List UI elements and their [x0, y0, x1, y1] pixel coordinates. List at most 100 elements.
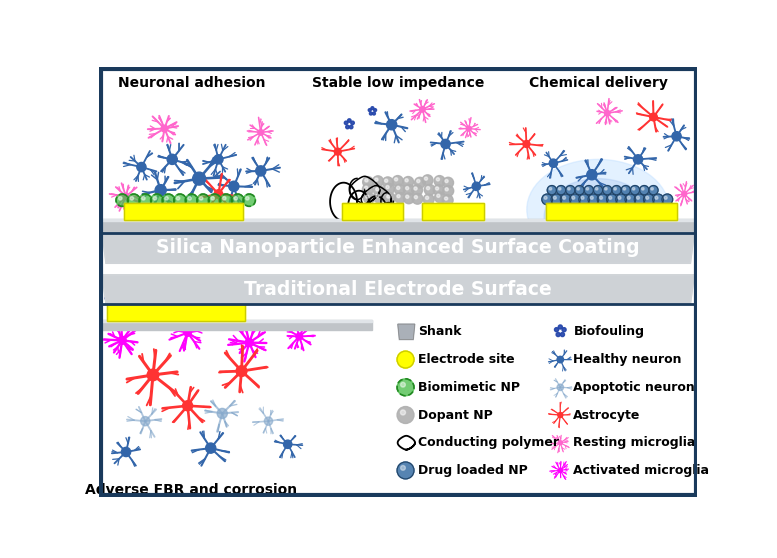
Circle shape — [633, 155, 643, 164]
Circle shape — [608, 196, 611, 199]
Circle shape — [466, 126, 471, 131]
Circle shape — [225, 297, 228, 300]
Text: Stable low impedance: Stable low impedance — [312, 76, 484, 90]
Circle shape — [434, 176, 445, 186]
Circle shape — [375, 178, 378, 181]
Circle shape — [630, 186, 639, 195]
Circle shape — [385, 179, 388, 182]
Circle shape — [386, 185, 389, 189]
Circle shape — [225, 300, 227, 302]
Circle shape — [371, 107, 374, 109]
Circle shape — [200, 196, 203, 200]
Circle shape — [424, 184, 435, 195]
Circle shape — [155, 297, 157, 300]
Circle shape — [241, 300, 243, 302]
Circle shape — [472, 182, 480, 190]
Circle shape — [400, 410, 406, 415]
Circle shape — [365, 324, 368, 326]
Ellipse shape — [527, 160, 669, 259]
Circle shape — [577, 187, 580, 190]
Circle shape — [664, 196, 667, 199]
Circle shape — [607, 194, 617, 205]
Text: Traditional Electrode Surface: Traditional Electrode Surface — [244, 280, 552, 299]
Circle shape — [141, 300, 144, 302]
Circle shape — [412, 185, 423, 195]
Circle shape — [549, 159, 558, 167]
Circle shape — [148, 296, 151, 298]
Circle shape — [313, 326, 315, 328]
Circle shape — [123, 193, 129, 199]
Circle shape — [176, 196, 179, 200]
Text: Healthy neuron: Healthy neuron — [573, 353, 682, 366]
Circle shape — [384, 184, 395, 194]
Circle shape — [161, 125, 168, 132]
Text: Silica Nanoparticle Enhanced Surface Coating: Silica Nanoparticle Enhanced Surface Coa… — [156, 238, 639, 257]
Circle shape — [249, 300, 252, 302]
Polygon shape — [102, 275, 695, 304]
Circle shape — [304, 324, 305, 326]
Circle shape — [217, 297, 219, 300]
Circle shape — [155, 185, 166, 196]
Circle shape — [353, 324, 355, 326]
Text: Conducting polymer: Conducting polymer — [418, 436, 559, 449]
Circle shape — [192, 297, 194, 300]
Circle shape — [131, 300, 133, 302]
Text: Apoptotic neuron: Apoptotic neuron — [573, 381, 695, 394]
Circle shape — [218, 408, 228, 418]
Circle shape — [314, 323, 316, 325]
Circle shape — [133, 300, 135, 302]
Circle shape — [549, 187, 552, 190]
Circle shape — [588, 194, 599, 205]
Circle shape — [209, 297, 211, 300]
Circle shape — [627, 196, 630, 199]
Circle shape — [434, 192, 445, 203]
Circle shape — [163, 297, 166, 300]
Circle shape — [581, 196, 584, 199]
Bar — [102, 320, 371, 330]
Circle shape — [328, 326, 329, 328]
Circle shape — [406, 195, 409, 198]
Circle shape — [405, 179, 408, 182]
Circle shape — [223, 296, 225, 298]
Circle shape — [246, 196, 249, 200]
Circle shape — [363, 176, 374, 187]
Circle shape — [340, 326, 342, 328]
Circle shape — [222, 196, 226, 200]
Circle shape — [397, 351, 414, 368]
Circle shape — [278, 326, 280, 328]
Circle shape — [141, 196, 145, 200]
Bar — [102, 219, 695, 221]
Circle shape — [326, 326, 327, 328]
Circle shape — [107, 296, 110, 298]
Circle shape — [315, 326, 317, 328]
Circle shape — [414, 195, 417, 199]
Circle shape — [117, 297, 120, 300]
Circle shape — [600, 196, 602, 199]
Circle shape — [287, 324, 290, 326]
Circle shape — [232, 296, 234, 298]
Circle shape — [373, 176, 383, 186]
Circle shape — [402, 176, 413, 187]
Bar — [342, 203, 403, 220]
Circle shape — [387, 195, 390, 198]
Circle shape — [220, 194, 232, 206]
Circle shape — [328, 324, 330, 326]
Circle shape — [277, 323, 279, 325]
Text: Resting microglia: Resting microglia — [573, 436, 695, 449]
Circle shape — [441, 140, 450, 148]
Circle shape — [401, 382, 406, 387]
Circle shape — [347, 119, 351, 122]
Circle shape — [214, 155, 223, 164]
Circle shape — [346, 125, 349, 129]
Circle shape — [605, 187, 607, 190]
Circle shape — [264, 417, 273, 425]
Circle shape — [397, 407, 414, 424]
Circle shape — [204, 297, 207, 300]
Circle shape — [625, 194, 636, 205]
Bar — [545, 203, 677, 220]
Circle shape — [396, 186, 400, 190]
Circle shape — [191, 300, 193, 302]
Circle shape — [155, 300, 158, 302]
Circle shape — [562, 328, 566, 332]
Circle shape — [284, 440, 292, 449]
